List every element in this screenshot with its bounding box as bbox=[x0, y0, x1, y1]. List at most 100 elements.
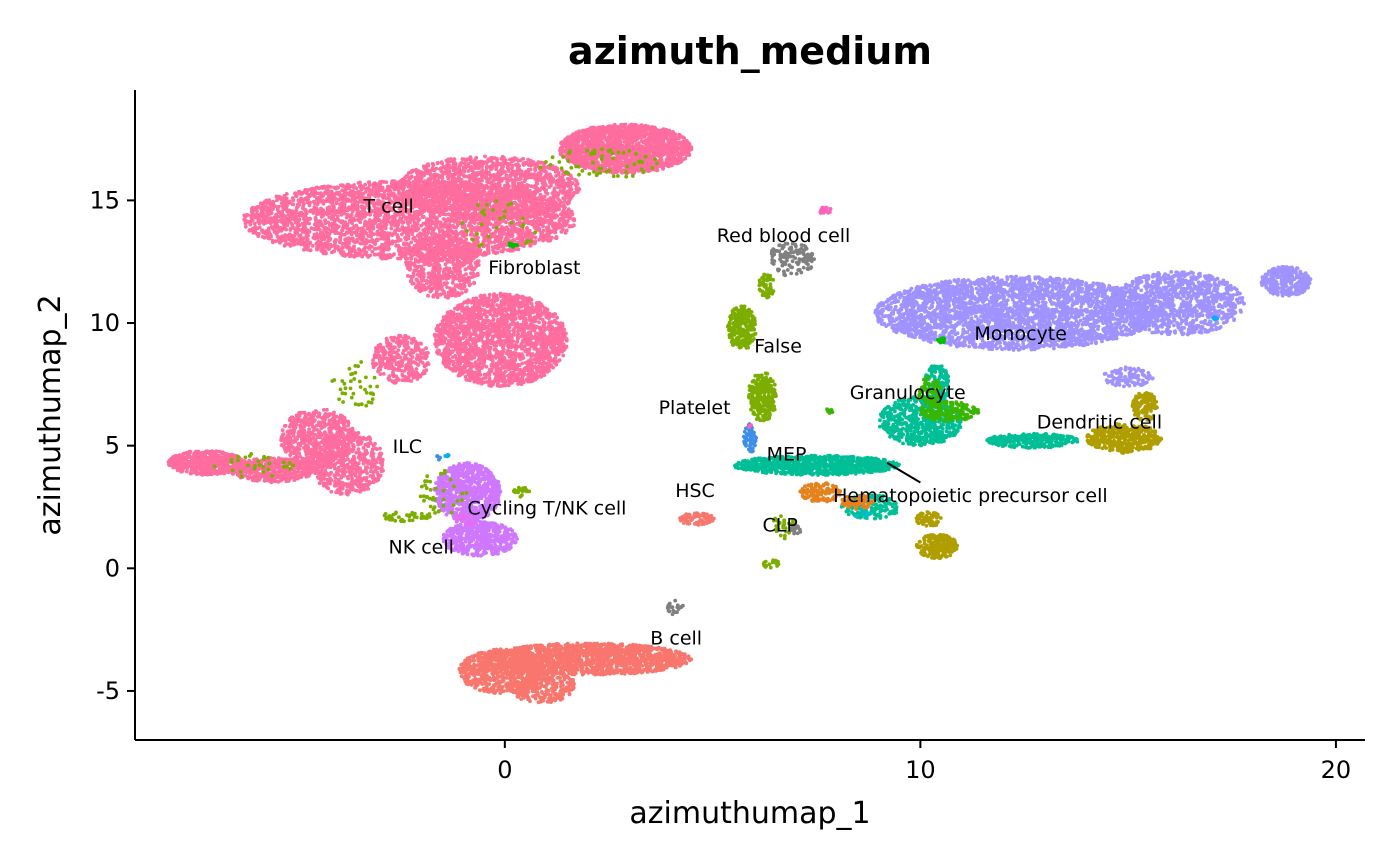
point bbox=[605, 142, 610, 147]
point bbox=[337, 224, 341, 229]
point bbox=[342, 203, 347, 208]
point bbox=[614, 170, 619, 175]
point bbox=[276, 225, 280, 230]
point bbox=[455, 223, 460, 228]
point bbox=[298, 242, 303, 247]
point bbox=[615, 127, 620, 131]
point bbox=[419, 210, 423, 215]
point bbox=[334, 186, 338, 191]
point bbox=[588, 130, 593, 135]
point bbox=[631, 131, 636, 135]
point bbox=[276, 229, 280, 233]
point bbox=[507, 228, 512, 233]
point bbox=[285, 203, 289, 208]
point bbox=[400, 232, 404, 237]
point bbox=[320, 186, 325, 190]
point bbox=[367, 247, 372, 251]
point bbox=[313, 215, 318, 220]
point bbox=[265, 210, 270, 215]
point bbox=[402, 242, 407, 247]
point bbox=[592, 126, 597, 131]
point bbox=[283, 237, 287, 242]
point bbox=[274, 194, 279, 199]
point bbox=[375, 231, 380, 236]
point bbox=[560, 140, 564, 145]
point bbox=[623, 134, 627, 139]
point bbox=[408, 218, 413, 223]
point bbox=[372, 252, 377, 257]
point bbox=[572, 223, 576, 228]
point bbox=[499, 249, 504, 254]
point bbox=[369, 232, 374, 237]
point bbox=[339, 183, 343, 188]
point bbox=[656, 144, 661, 149]
point bbox=[489, 240, 493, 245]
point bbox=[269, 211, 274, 216]
point bbox=[326, 246, 330, 251]
point bbox=[440, 228, 445, 233]
point bbox=[366, 223, 371, 228]
point bbox=[344, 230, 349, 235]
point bbox=[582, 137, 587, 142]
point bbox=[490, 234, 495, 239]
point bbox=[675, 150, 680, 155]
point bbox=[334, 192, 338, 196]
point bbox=[619, 134, 624, 139]
point bbox=[492, 240, 497, 245]
point bbox=[478, 248, 483, 253]
point bbox=[579, 134, 584, 139]
point bbox=[570, 212, 575, 217]
point bbox=[354, 208, 359, 212]
point bbox=[271, 240, 275, 245]
point bbox=[382, 189, 387, 194]
point bbox=[364, 250, 369, 255]
point bbox=[584, 142, 588, 146]
point bbox=[310, 186, 314, 191]
point bbox=[599, 135, 604, 139]
point bbox=[551, 224, 556, 229]
point bbox=[310, 190, 314, 195]
point bbox=[352, 218, 357, 223]
point bbox=[642, 127, 647, 132]
point bbox=[393, 239, 398, 244]
point bbox=[447, 223, 452, 227]
point bbox=[246, 219, 251, 224]
point bbox=[574, 141, 579, 146]
point bbox=[581, 145, 586, 150]
point bbox=[369, 228, 373, 232]
point bbox=[299, 196, 303, 201]
point bbox=[401, 220, 406, 225]
point bbox=[550, 235, 554, 240]
point bbox=[664, 131, 669, 136]
point bbox=[429, 232, 434, 236]
point bbox=[579, 156, 583, 161]
point bbox=[537, 237, 542, 242]
point bbox=[319, 192, 324, 197]
point bbox=[559, 212, 564, 217]
point bbox=[513, 226, 518, 231]
point bbox=[426, 230, 431, 235]
point bbox=[674, 136, 679, 140]
point bbox=[482, 250, 487, 255]
point bbox=[302, 247, 306, 252]
point bbox=[529, 235, 534, 240]
point bbox=[292, 217, 297, 222]
point bbox=[274, 221, 279, 226]
point bbox=[652, 135, 657, 140]
point bbox=[346, 182, 351, 187]
point bbox=[297, 233, 301, 238]
point bbox=[305, 200, 310, 205]
point bbox=[642, 130, 647, 135]
point bbox=[637, 128, 642, 133]
point bbox=[356, 251, 361, 256]
point bbox=[371, 240, 376, 245]
point bbox=[284, 227, 289, 232]
point bbox=[529, 221, 534, 225]
point bbox=[474, 237, 479, 242]
point bbox=[566, 213, 571, 218]
point bbox=[255, 209, 259, 214]
point bbox=[677, 160, 681, 165]
point bbox=[347, 245, 352, 250]
point bbox=[305, 219, 310, 224]
point bbox=[421, 221, 426, 226]
